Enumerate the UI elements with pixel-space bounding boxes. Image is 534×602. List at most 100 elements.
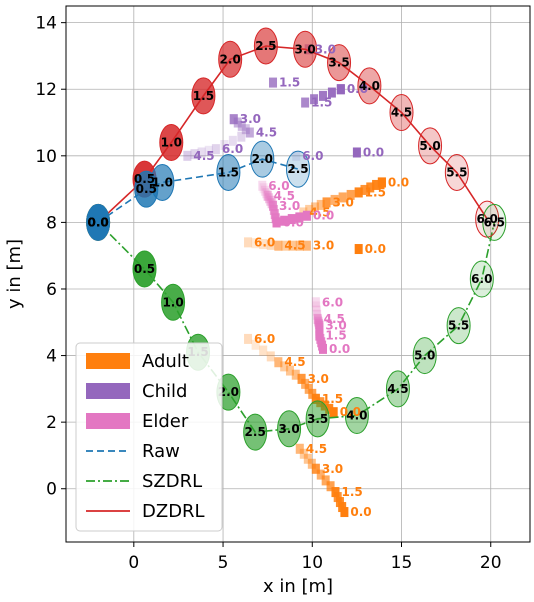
pedestrian-position xyxy=(297,373,306,384)
robot-position-marker xyxy=(327,44,352,82)
pedestrian-time-label: 3.0 xyxy=(308,372,329,386)
pedestrian-time-label: 3.0 xyxy=(315,42,336,56)
pedestrian-trail-square xyxy=(316,469,325,480)
pedestrian-trail-square xyxy=(295,212,304,223)
pedestrian-trail-square xyxy=(237,131,246,142)
robot-time-label: 2.0 xyxy=(218,385,239,399)
y-tick-label: 2 xyxy=(46,413,57,433)
pedestrian-position xyxy=(292,150,301,161)
pedestrian-adult xyxy=(244,237,363,255)
robot-time-label: 2.0 xyxy=(220,52,241,66)
pedestrian-time-label: 3.0 xyxy=(322,462,343,476)
robot-time-label: 6.0 xyxy=(471,272,492,286)
pedestrian-position xyxy=(322,197,331,208)
pedestrian-trail-square xyxy=(327,87,336,98)
pedestrian-layer xyxy=(183,44,386,518)
robot-position-marker xyxy=(277,410,302,448)
pedestrian-time-label: 1.5 xyxy=(365,185,386,199)
plot-content: 0.01.53.04.56.0 4.5 3.0 0.06.04.53.01.50.04… xyxy=(86,27,507,519)
pedestrian-trail-square xyxy=(259,239,268,250)
robot-position-marker xyxy=(243,413,268,451)
pedestrian-time-label: 6.0 xyxy=(302,149,323,163)
pedestrian-position xyxy=(354,244,363,255)
robot-time-label: 2.5 xyxy=(255,39,276,53)
legend-label: Elder xyxy=(142,411,189,432)
robot-position-marker xyxy=(418,127,443,165)
robot-path-szdrl xyxy=(97,221,496,433)
pedestrian-trail-square xyxy=(251,238,260,249)
pedestrian-trail-square xyxy=(321,475,330,486)
pedestrian-trail-square xyxy=(266,351,275,362)
pedestrian-trail-square xyxy=(281,240,290,251)
pedestrian-position xyxy=(311,297,320,308)
pedestrian-position xyxy=(318,343,327,354)
robot-time-label: 5.5 xyxy=(446,165,467,179)
pedestrian-position xyxy=(258,180,267,191)
pedestrian-time-label: 4.5 xyxy=(284,355,305,369)
legend: Adult Child Elder Raw SZDRL DZDRL xyxy=(75,342,223,532)
y-tick-label: 10 xyxy=(35,147,57,167)
robot-position-marker xyxy=(191,77,216,115)
x-tick-label: 0 xyxy=(128,553,139,573)
pedestrian-trail-square xyxy=(266,239,275,250)
robot-position-marker xyxy=(385,370,410,408)
robot-position-marker xyxy=(446,307,471,345)
pedestrian-trail-square xyxy=(204,145,213,156)
robot-position-marker xyxy=(250,140,275,178)
pedestrian-trail-square xyxy=(313,309,322,320)
pedestrian-trail-square xyxy=(372,179,381,190)
pedestrian-elder xyxy=(311,297,327,354)
pedestrian-time-label: 0.0 xyxy=(329,342,350,356)
pedestrian-position xyxy=(311,463,320,474)
pedestrian-trail-square xyxy=(260,185,269,196)
pedestrian-trail-square xyxy=(318,90,327,101)
axis-ticks: 0 5 10 15 20 0 2 4 6 8 10 12 14 xyxy=(35,14,501,573)
pedestrian-time-label: 4.5 xyxy=(274,189,295,203)
pedestrian-time-label: 4.5 xyxy=(193,149,214,163)
y-axis-label: y in [m] xyxy=(4,239,25,309)
pedestrian-time-label: 0.0 xyxy=(365,242,386,256)
robot-time-label: 2.5 xyxy=(287,162,308,176)
pedestrian-trail-square xyxy=(241,124,250,135)
pedestrian-position xyxy=(244,333,253,344)
robot-time-label: 0.0 xyxy=(87,215,108,229)
pedestrian-position xyxy=(211,144,220,155)
robot-position-marker xyxy=(286,150,310,188)
robot-markers-dzdrl xyxy=(86,27,500,241)
x-tick-label: 15 xyxy=(391,553,413,573)
pedestrian-trail-square xyxy=(346,189,355,200)
robot-markers-raw xyxy=(86,140,310,241)
pedestrian-position xyxy=(302,240,311,251)
robot-time-label: 6.5 xyxy=(484,215,505,229)
robot-marker-layer xyxy=(86,27,507,451)
robot-time-label: 1.5 xyxy=(218,165,239,179)
pedestrian-position xyxy=(274,357,283,368)
pedestrian-position xyxy=(229,114,238,125)
legend-label: Raw xyxy=(142,441,180,462)
pedestrian-trail-square xyxy=(285,365,294,376)
pedestrian-elder xyxy=(258,180,311,228)
pedestrian-time-label: 6.0 xyxy=(254,235,275,249)
pedestrian-trail-square xyxy=(262,188,271,199)
pedestrian-position xyxy=(313,313,322,324)
pedestrian-trail-square xyxy=(259,183,268,194)
legend-swatch xyxy=(86,383,130,399)
robot-position-marker xyxy=(469,260,494,298)
pedestrian-trail-square xyxy=(233,117,242,128)
pedestrian-position xyxy=(352,147,361,158)
pedestrian-trail-square xyxy=(316,199,325,210)
y-tick-label: 0 xyxy=(46,480,57,500)
pedestrian-time-label: 0.0 xyxy=(388,175,409,189)
pedestrian-time-label: 3.0 xyxy=(325,319,346,333)
pedestrian-trail-square xyxy=(303,453,312,464)
pedestrian-time-label: 6.0 xyxy=(222,142,243,156)
robot-position-marker xyxy=(150,163,175,201)
pedestrian-time-label: 4.5 xyxy=(256,126,277,140)
pedestrian-time-label: 0.0 xyxy=(350,505,371,519)
pedestrian-position xyxy=(183,150,192,161)
pedestrian-trail-square xyxy=(291,369,300,380)
pedestrian-trail-square xyxy=(288,240,297,251)
robot-time-label: 3.5 xyxy=(307,412,328,426)
robot-time-label: 2.5 xyxy=(245,425,266,439)
